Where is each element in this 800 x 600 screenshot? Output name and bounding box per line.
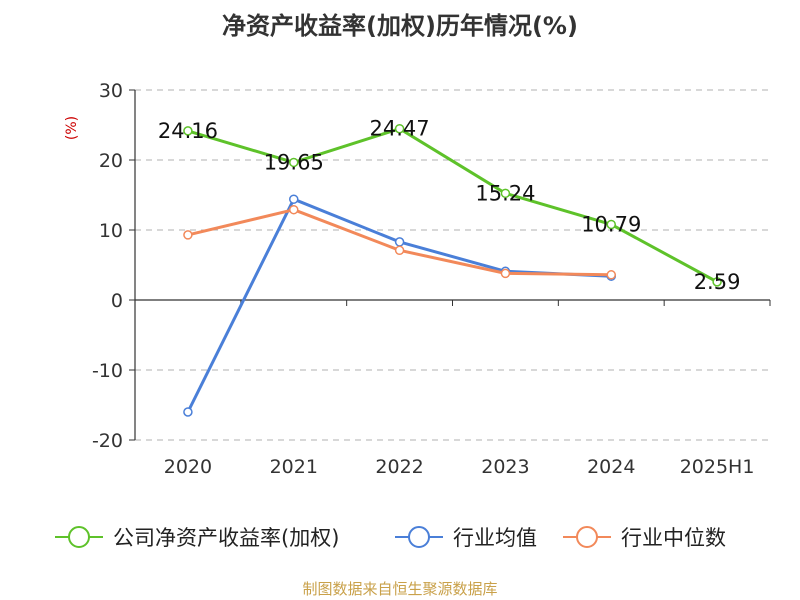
y-tick-label: 20 <box>99 150 123 172</box>
data-point <box>183 126 193 136</box>
y-tick-label: 30 <box>99 80 123 102</box>
data-point <box>183 230 193 240</box>
data-labels: 24.16 19.65 24.47 15.24 10.79 2.59 <box>158 117 741 294</box>
data-point <box>394 123 405 134</box>
x-tick-label: 2021 <box>270 456 318 478</box>
series-lines <box>183 123 722 417</box>
y-tick-label: 10 <box>99 220 123 242</box>
data-label: 24.47 <box>370 117 430 141</box>
data-point <box>289 204 299 215</box>
y-tick-label: 0 <box>111 290 123 312</box>
legend: 公司净资产收益率(加权) 行业均值 行业中位数 <box>55 526 726 550</box>
data-point <box>606 219 616 230</box>
legend-swatch-marker <box>68 526 90 548</box>
series-line-0 <box>187 127 718 284</box>
y-axis-unit-label: (%) <box>64 116 80 140</box>
axes: 30 20 10 0 -10 -20 2020 2021 2022 2023 2024 2025H1 <box>92 80 771 478</box>
data-label: 10.79 <box>581 212 641 236</box>
data-point <box>500 268 511 279</box>
legend-label: 行业均值 <box>453 526 537 550</box>
data-point <box>394 245 405 256</box>
y-tick-label: -20 <box>92 430 123 452</box>
data-label: 24.16 <box>158 119 218 143</box>
y-tick-label: -10 <box>92 360 123 382</box>
x-tick-label: 2025H1 <box>680 456 755 478</box>
data-label: 19.65 <box>264 150 324 174</box>
source-footer: 制图数据来自恒生聚源数据库 <box>302 580 498 598</box>
data-point <box>394 237 405 247</box>
data-point <box>712 277 722 287</box>
x-tick-label: 2020 <box>164 456 212 478</box>
legend-label: 公司净资产收益率(加权) <box>113 526 339 550</box>
series-line-1 <box>186 197 612 413</box>
data-point <box>183 407 193 417</box>
data-label: 2.59 <box>694 270 741 294</box>
x-tick-label: 2024 <box>587 456 635 478</box>
x-tick-label: 2022 <box>375 456 423 478</box>
x-tick-label: 2023 <box>481 456 529 478</box>
grid-lines <box>135 89 770 441</box>
data-point <box>289 157 299 168</box>
legend-swatch-marker <box>408 526 430 548</box>
legend-swatch-marker <box>576 526 598 548</box>
data-label: 15.24 <box>475 181 535 205</box>
chart-title: 净资产收益率(加权)历年情况(%) <box>222 12 578 40</box>
data-point <box>500 188 511 199</box>
data-point <box>289 194 299 204</box>
legend-label: 行业中位数 <box>621 526 726 550</box>
data-point <box>606 270 616 280</box>
